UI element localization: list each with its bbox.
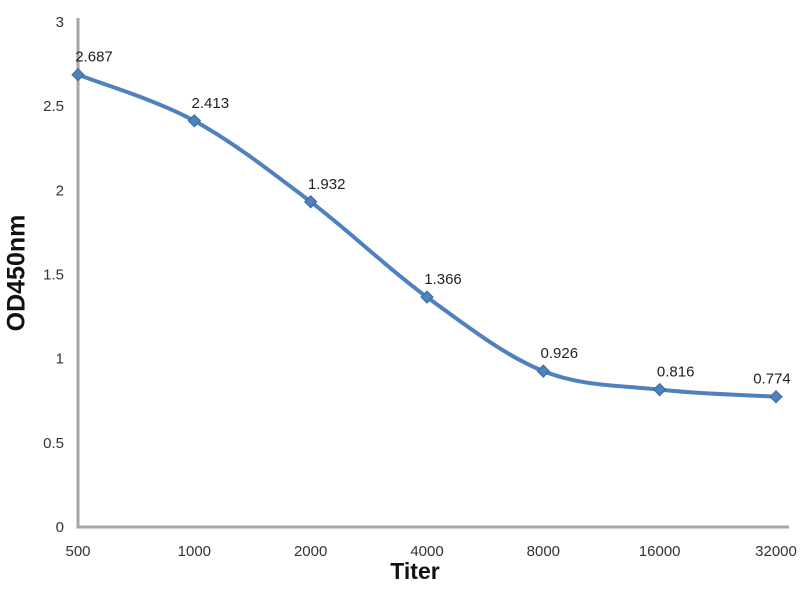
x-tick-label: 1000 [178,543,211,560]
y-axis-title: OD450nm [2,214,31,332]
series-line [76,72,778,399]
data-point-label: 0.816 [657,364,695,381]
data-point-label: 2.687 [75,49,113,66]
data-point-label: 1.366 [424,271,462,288]
data-point-marker [71,67,85,82]
x-tick-label: 4000 [410,543,443,560]
y-tick-label: 0.5 [43,435,64,452]
data-point-marker [303,195,318,209]
data-point-marker [420,290,434,304]
data-point-marker [652,382,667,397]
x-tick-label: 32000 [755,543,797,560]
axis-lines [76,18,789,529]
y-tick-label: 0 [56,519,64,536]
x-axis-title: Titer [390,558,440,584]
x-tick-label: 8000 [527,543,560,560]
y-tick-label: 1.5 [43,267,64,284]
x-tick-label: 2000 [294,543,327,560]
y-tick-label: 1 [56,351,64,368]
data-point-label: 2.413 [192,95,230,112]
data-point-marker [187,114,202,128]
data-point-label: 1.932 [308,176,346,193]
data-point-label: 0.774 [753,371,791,388]
y-tick-label: 3 [56,14,64,31]
data-point-marker [536,364,551,378]
data-point-label: 0.926 [541,345,579,362]
data-point-marker [769,390,783,404]
x-tick-label: 500 [65,543,90,560]
y-tick-label: 2.5 [43,98,64,115]
x-tick-label: 16000 [639,543,681,560]
y-tick-label: 2 [56,182,64,199]
